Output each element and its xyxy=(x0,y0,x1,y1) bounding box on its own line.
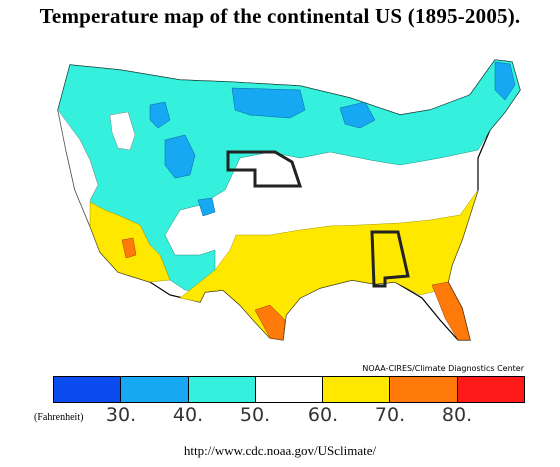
source-url: http://www.cdc.noaa.gov/USclimate/ xyxy=(183,443,377,458)
legend-tick-60: 60. xyxy=(307,404,339,426)
legend-tick-80: 80. xyxy=(441,404,473,426)
color-legend xyxy=(53,376,525,403)
data-source-credit: NOAA-CIRES/Climate Diagnostics Center xyxy=(362,364,524,373)
us-temperature-map xyxy=(0,40,560,370)
legend-swatch-1 xyxy=(121,377,189,402)
legend-tick-30: 30. xyxy=(105,404,137,426)
region-30-40-idaho xyxy=(149,101,171,129)
region-50-60-great-basin xyxy=(109,111,136,151)
region-70-80-florida xyxy=(431,281,471,341)
legend-swatch-3 xyxy=(255,377,324,402)
region-70-80-south-texas xyxy=(254,304,286,341)
region-30-40-maine xyxy=(494,61,516,101)
region-30-40-north-dakota xyxy=(231,87,306,119)
alabama-outline xyxy=(370,230,410,288)
legend-unit-label: (Fahrenheit) xyxy=(34,412,84,423)
legend-tick-70: 70. xyxy=(374,404,406,426)
legend-swatch-0 xyxy=(54,377,122,402)
map-title: Temperature map of the continental US (1… xyxy=(39,4,521,28)
region-30-40-rockies xyxy=(164,134,196,179)
region-70-80-arizona xyxy=(121,237,137,259)
legend-swatch-4 xyxy=(323,377,391,402)
legend-tick-50: 50. xyxy=(239,404,271,426)
legend-swatch-6 xyxy=(457,377,524,402)
region-30-40-colorado xyxy=(197,197,216,217)
nebraska-outline xyxy=(226,150,303,188)
region-30-40-minnesota xyxy=(339,101,376,129)
legend-swatch-2 xyxy=(188,377,256,402)
legend-swatch-5 xyxy=(390,377,458,402)
legend-tick-40: 40. xyxy=(172,404,204,426)
